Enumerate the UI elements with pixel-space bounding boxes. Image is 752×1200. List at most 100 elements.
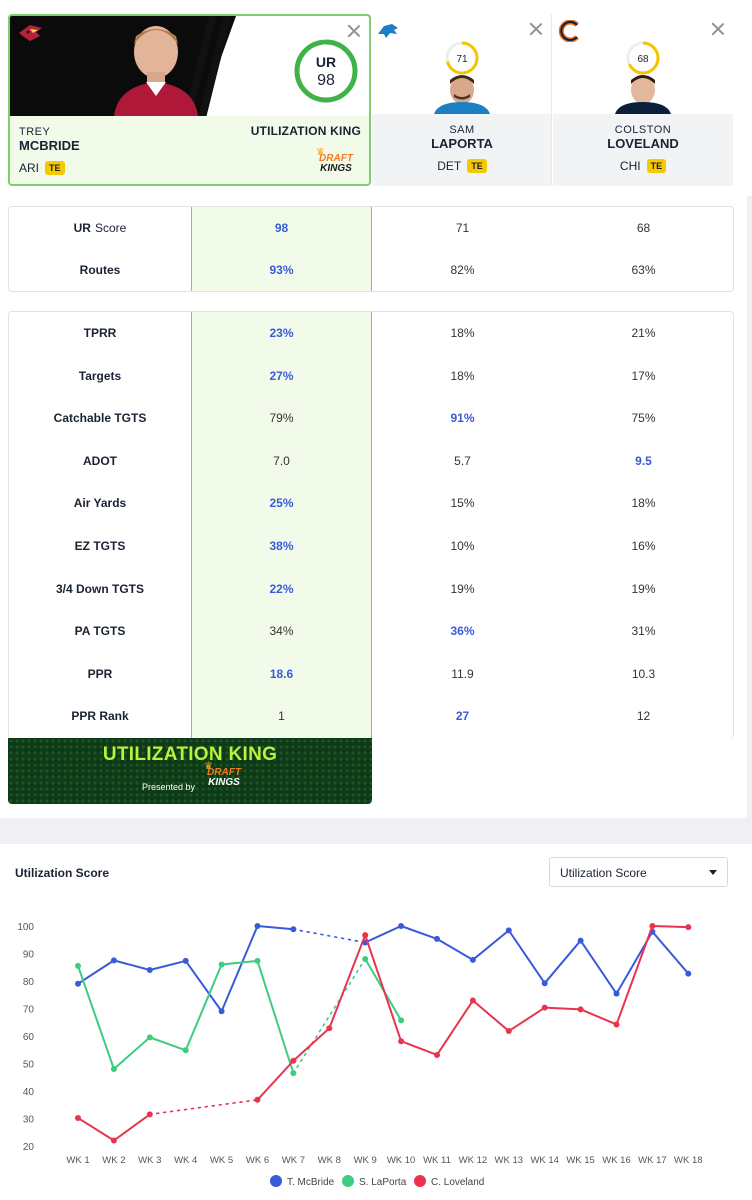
banner-presented-by: Presented by xyxy=(142,782,196,792)
data-point xyxy=(434,1051,440,1058)
player-headshot-loveland xyxy=(615,75,671,114)
ur-logo: UR xyxy=(73,221,91,235)
series-line-segment xyxy=(507,1006,546,1033)
cell-value: 11.9 xyxy=(451,666,474,681)
y-tick-label: 90 xyxy=(23,950,35,961)
series-line-segment xyxy=(292,928,367,944)
data-point xyxy=(505,927,512,934)
remove-player-icon[interactable] xyxy=(529,22,543,36)
cell-value: 93% xyxy=(269,263,294,277)
remove-player-icon[interactable] xyxy=(711,22,725,36)
series-line-segment xyxy=(292,958,367,1074)
data-point xyxy=(290,926,297,933)
data-point xyxy=(110,1137,117,1144)
highlight-column xyxy=(191,312,372,739)
cell-value: 16% xyxy=(631,539,656,553)
cell-value: 18% xyxy=(631,496,656,511)
data-point xyxy=(469,956,476,963)
data-point xyxy=(505,1028,512,1035)
data-point xyxy=(541,980,548,987)
summary-table: UR Score 98 71 68 Routes 93% 82% 63% xyxy=(8,206,734,292)
player-first-name: SAM xyxy=(449,124,475,136)
y-tick-label: 20 xyxy=(23,1142,35,1153)
data-point xyxy=(75,962,81,969)
table-row: Targets 27% 18% 17% xyxy=(9,355,735,397)
series-line-segment xyxy=(256,1059,295,1101)
sponsor-bottom: KINGS xyxy=(208,777,240,788)
card-lower xyxy=(372,114,551,186)
cell-value: 10% xyxy=(450,539,475,553)
metric-select[interactable]: Utilization Score xyxy=(549,857,728,887)
cell-value: 19% xyxy=(631,581,656,596)
data-point xyxy=(182,1047,189,1054)
ur-score-ring-loveland: 68 xyxy=(626,41,660,75)
x-tick-label: WK 1 xyxy=(66,1155,89,1166)
draftkings-logo: ♛ DRAFT KINGS xyxy=(198,762,250,788)
series-line-segment xyxy=(651,930,690,975)
team-position-row: CHI TE xyxy=(553,159,733,173)
player-last-name: LAPORTA xyxy=(431,136,493,151)
cell-value: 38% xyxy=(269,539,294,553)
data-point xyxy=(613,1021,620,1028)
data-point xyxy=(685,970,692,977)
data-point xyxy=(362,932,369,939)
crown-icon: ♛ xyxy=(316,147,325,158)
series-line-segment xyxy=(77,1116,115,1142)
detail-table: TPRR 23% 18% 21% Targets 27% 18% 17% Catchable T… xyxy=(8,311,734,739)
legend-label: S. LaPorta xyxy=(359,1177,407,1188)
table-row: PA TGTS 34% 36% 31% xyxy=(9,610,735,652)
ur-score-ring-laporta: 71 xyxy=(445,41,479,75)
chart-title: Utilization Score xyxy=(15,866,110,880)
legend-marker xyxy=(414,1175,426,1187)
data-point xyxy=(434,935,440,942)
cell-value: 7.0 xyxy=(273,453,290,468)
series-line-segment xyxy=(543,939,582,985)
y-tick-label: 50 xyxy=(23,1060,35,1071)
series-line-segment xyxy=(77,959,115,985)
data-point xyxy=(254,957,261,964)
series-line-segment xyxy=(220,925,259,1013)
data-point xyxy=(146,1111,153,1118)
player-card-loveland[interactable]: 68 COLSTON LOVELAND CHI TE xyxy=(553,14,733,186)
stats-section: UR Score 98 71 68 Routes 93% 82% 63% TPR… xyxy=(0,196,747,818)
select-value: Utilization Score xyxy=(560,866,647,880)
series-line-segment xyxy=(112,1113,151,1142)
x-tick-label: WK 16 xyxy=(602,1155,631,1166)
remove-player-icon[interactable] xyxy=(347,24,361,38)
player-name-block: COLSTON LOVELAND CHI TE xyxy=(553,124,733,173)
position-badge: TE xyxy=(45,161,65,175)
sponsor-bottom: KINGS xyxy=(320,163,352,174)
team-abbr: DET xyxy=(437,159,462,173)
data-point xyxy=(541,1004,548,1011)
data-point xyxy=(398,1038,405,1045)
x-tick-label: WK 5 xyxy=(210,1155,233,1166)
data-point xyxy=(398,923,405,929)
cell-value: 79% xyxy=(269,411,294,426)
team-position-row: DET TE xyxy=(372,159,552,173)
cell-value: 63% xyxy=(631,263,656,277)
player-name-block: TREY MCBRIDE ARI TE xyxy=(19,126,80,175)
data-point xyxy=(110,1066,117,1072)
series-line-segment xyxy=(328,934,367,1030)
cell-value: 5.7 xyxy=(454,453,471,468)
utilization-king-banner[interactable]: UTILIZATION KING Presented by ♛ DRAFT KI… xyxy=(8,738,372,804)
series-line-segment xyxy=(651,925,690,929)
x-tick-label: WK 12 xyxy=(459,1155,488,1166)
x-tick-label: WK 13 xyxy=(495,1155,524,1166)
row-label: Targets xyxy=(78,368,122,383)
player-card-mcbride[interactable]: UR 98 TREY MCBRIDE ARI TE UTILIZATION KI… xyxy=(8,14,371,186)
data-point xyxy=(254,923,261,929)
series-line-segment xyxy=(112,1036,151,1070)
data-point xyxy=(613,990,620,997)
player-header: UR 98 TREY MCBRIDE ARI TE UTILIZATION KI… xyxy=(0,0,752,196)
y-tick-label: 30 xyxy=(23,1115,35,1126)
player-first-name: COLSTON xyxy=(614,124,672,136)
ur-logo: UR xyxy=(316,54,336,70)
y-tick-label: 100 xyxy=(17,922,34,933)
cell-value: 27 xyxy=(455,709,470,724)
row-label: PPR Rank xyxy=(71,709,129,724)
series-line-segment xyxy=(579,1008,618,1026)
player-card-laporta[interactable]: 71 SAM LAPORTA DET TE xyxy=(372,14,552,186)
cell-value: 18% xyxy=(450,326,475,340)
series-line-segment xyxy=(184,959,223,1013)
